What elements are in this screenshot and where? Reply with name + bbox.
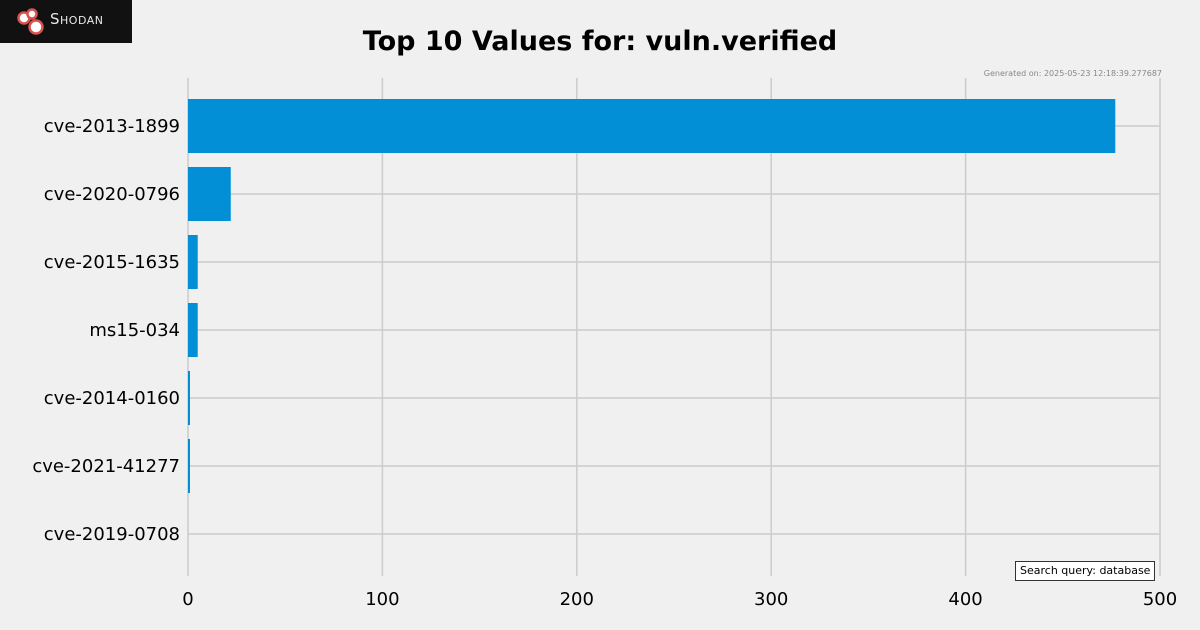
bar-cve-2015-1635 [188,235,198,289]
bar-cve-2013-1899 [188,99,1116,153]
category-label: cve-2013-1899 [44,116,180,137]
x-tick-label: 300 [754,589,788,610]
logo-text: Shodan [50,10,104,28]
bar-cve-2020-0796 [188,167,231,221]
bar-ms15-034 [188,303,198,357]
shodan-logo[interactable]: Shodan [0,0,132,43]
category-labels: cve-2013-1899 cve-2020-0796 cve-2015-1635 m… [32,116,180,545]
x-tick-label: 200 [560,589,594,610]
bar-cve-2021-41277 [188,439,190,493]
x-tick-label: 500 [1143,589,1177,610]
category-label: cve-2020-0796 [44,184,180,205]
category-label: cve-2014-0160 [44,388,180,409]
category-label: cve-2019-0708 [44,524,180,545]
generated-timestamp: Generated on: 2025-05-23 12:18:39.277687 [983,69,1162,78]
chart-title: Top 10 Values for: vuln.verified [362,26,838,57]
category-label: cve-2021-41277 [32,456,180,477]
horizontal-gridlines [188,125,1160,535]
x-tick-labels: 0 100 200 300 400 500 [182,589,1177,610]
x-tick-label: 100 [365,589,399,610]
shodan-logo-icon [17,8,44,35]
category-label: cve-2015-1635 [44,252,180,273]
x-tick-label: 0 [182,589,193,610]
search-query-box: Search query: database [1015,561,1156,581]
bar-cve-2014-0160 [188,371,190,425]
bars [188,99,1116,493]
x-tick-label: 400 [948,589,982,610]
category-label: ms15-034 [89,320,180,341]
